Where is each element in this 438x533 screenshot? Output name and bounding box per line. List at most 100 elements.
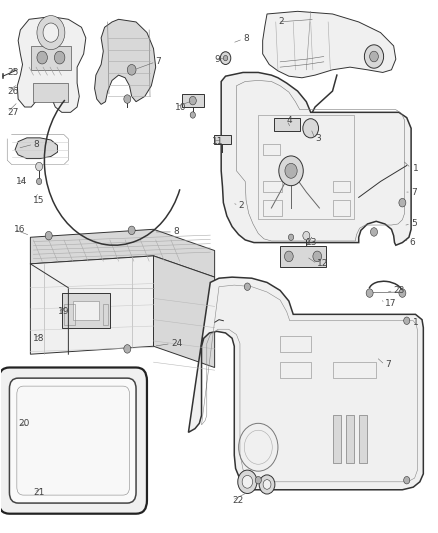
Ellipse shape bbox=[28, 143, 45, 155]
Circle shape bbox=[399, 289, 406, 297]
Text: 4: 4 bbox=[287, 116, 292, 125]
Circle shape bbox=[244, 283, 251, 290]
Polygon shape bbox=[30, 229, 215, 277]
Circle shape bbox=[364, 45, 384, 68]
Circle shape bbox=[54, 51, 65, 64]
Bar bbox=[280, 362, 311, 378]
Text: 13: 13 bbox=[306, 238, 318, 247]
Circle shape bbox=[370, 51, 378, 62]
Text: 8: 8 bbox=[243, 35, 249, 44]
Text: 22: 22 bbox=[232, 496, 244, 505]
Circle shape bbox=[285, 164, 297, 178]
Text: 8: 8 bbox=[173, 228, 179, 237]
Circle shape bbox=[37, 15, 65, 50]
Text: 5: 5 bbox=[411, 220, 417, 229]
Bar bbox=[332, 181, 350, 192]
Polygon shape bbox=[221, 72, 411, 245]
Text: 25: 25 bbox=[7, 68, 19, 77]
Circle shape bbox=[35, 163, 42, 171]
Polygon shape bbox=[95, 19, 155, 104]
Text: 6: 6 bbox=[409, 238, 415, 247]
FancyBboxPatch shape bbox=[17, 386, 130, 495]
Text: 24: 24 bbox=[171, 339, 182, 348]
Bar bbox=[73, 301, 99, 320]
Polygon shape bbox=[17, 17, 86, 112]
Bar bbox=[263, 181, 283, 192]
Text: 14: 14 bbox=[16, 177, 27, 186]
Circle shape bbox=[303, 231, 310, 240]
Text: 26: 26 bbox=[7, 86, 19, 95]
Bar bbox=[103, 304, 108, 325]
Circle shape bbox=[371, 228, 378, 236]
Text: 2: 2 bbox=[239, 201, 244, 210]
Circle shape bbox=[43, 23, 59, 42]
Bar bbox=[31, 46, 71, 70]
Text: 17: 17 bbox=[385, 299, 396, 308]
Text: 8: 8 bbox=[33, 140, 39, 149]
Text: 1: 1 bbox=[413, 164, 419, 173]
Circle shape bbox=[128, 226, 135, 235]
Circle shape bbox=[124, 95, 131, 103]
FancyBboxPatch shape bbox=[0, 368, 147, 514]
Text: 19: 19 bbox=[57, 307, 69, 316]
Bar bbox=[62, 293, 110, 328]
Circle shape bbox=[36, 178, 42, 184]
Bar bbox=[346, 415, 354, 463]
Circle shape bbox=[190, 112, 195, 118]
Circle shape bbox=[220, 52, 231, 64]
Circle shape bbox=[279, 156, 303, 185]
Circle shape bbox=[259, 475, 275, 494]
Circle shape bbox=[263, 480, 271, 489]
Circle shape bbox=[189, 96, 196, 105]
Bar bbox=[214, 135, 231, 144]
Bar bbox=[64, 304, 75, 325]
Text: 2: 2 bbox=[278, 18, 283, 27]
Text: 11: 11 bbox=[212, 137, 224, 146]
Text: 7: 7 bbox=[411, 188, 417, 197]
Circle shape bbox=[45, 231, 52, 240]
Bar bbox=[332, 362, 376, 378]
Circle shape bbox=[127, 64, 136, 75]
Bar bbox=[332, 200, 350, 216]
Bar bbox=[263, 144, 280, 155]
Text: 21: 21 bbox=[33, 488, 45, 497]
Polygon shape bbox=[263, 11, 396, 78]
Text: 23: 23 bbox=[394, 286, 405, 295]
Text: 7: 7 bbox=[385, 360, 391, 369]
Text: 15: 15 bbox=[33, 196, 45, 205]
Text: 12: 12 bbox=[317, 260, 328, 268]
Circle shape bbox=[288, 234, 293, 240]
Polygon shape bbox=[15, 138, 57, 159]
Circle shape bbox=[399, 198, 406, 207]
Text: 1: 1 bbox=[413, 318, 419, 327]
Circle shape bbox=[242, 475, 253, 488]
Polygon shape bbox=[153, 256, 215, 368]
Bar bbox=[33, 83, 68, 102]
Text: 10: 10 bbox=[175, 102, 187, 111]
Text: 18: 18 bbox=[33, 334, 45, 343]
Circle shape bbox=[223, 55, 228, 61]
Circle shape bbox=[124, 345, 131, 353]
Circle shape bbox=[404, 317, 410, 325]
Bar bbox=[274, 118, 300, 131]
Bar bbox=[182, 94, 204, 107]
Text: 3: 3 bbox=[315, 134, 321, 143]
Text: 20: 20 bbox=[18, 419, 29, 428]
Circle shape bbox=[238, 470, 257, 494]
Polygon shape bbox=[30, 256, 153, 354]
Text: 16: 16 bbox=[14, 225, 25, 234]
Text: 27: 27 bbox=[7, 108, 19, 117]
Bar bbox=[258, 115, 354, 219]
Bar bbox=[263, 200, 283, 216]
Polygon shape bbox=[188, 277, 424, 490]
Circle shape bbox=[404, 477, 410, 484]
Text: 9: 9 bbox=[215, 55, 220, 63]
Text: 7: 7 bbox=[155, 58, 162, 66]
Bar bbox=[359, 415, 367, 463]
Bar bbox=[332, 415, 341, 463]
Bar bbox=[280, 336, 311, 352]
Circle shape bbox=[37, 51, 47, 64]
Circle shape bbox=[313, 251, 321, 262]
Circle shape bbox=[285, 251, 293, 262]
Circle shape bbox=[255, 477, 261, 484]
